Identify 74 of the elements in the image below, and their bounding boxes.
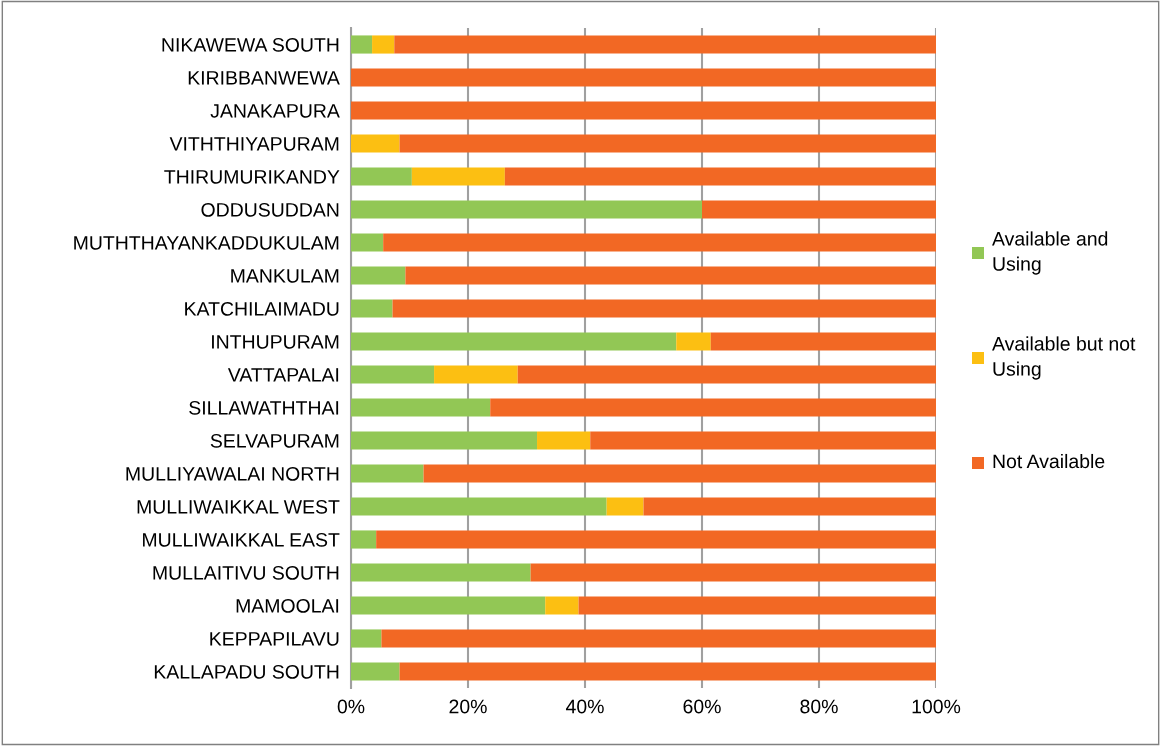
- y-tick-label: MULLAITIVU SOUTH: [153, 565, 339, 580]
- bar: [423, 464, 936, 483]
- y-tick-label: MUTHTHAYANKADDUKULAM: [74, 236, 339, 250]
- x-tick-label: 80%: [800, 699, 838, 714]
- y-tick-label: KATCHILAIMADU: [185, 301, 339, 316]
- bar: [537, 431, 591, 450]
- bar: [590, 431, 936, 450]
- bar: [351, 629, 382, 648]
- bar: [376, 530, 936, 549]
- y-tick-label: MULLIYAWALAI NORTH: [126, 466, 339, 481]
- y-tick-label: ODDUSUDDAN: [201, 202, 339, 217]
- bar: [351, 266, 406, 285]
- bar: [702, 200, 936, 219]
- y-tick-label: VITHTHIYAPURAM: [169, 137, 339, 151]
- bar: [351, 662, 400, 681]
- y-tick-label: NIKAWEWA SOUTH: [162, 37, 339, 52]
- legend-label: Available but not Using: [992, 336, 1136, 380]
- bar: [351, 497, 607, 516]
- bar: [351, 596, 546, 615]
- bar: [351, 365, 435, 384]
- bar: [351, 101, 936, 120]
- bar: [399, 134, 936, 153]
- bar: [411, 167, 505, 186]
- bar: [578, 596, 936, 615]
- y-tick-label: JANAKAPURA: [210, 104, 340, 118]
- bar: [530, 563, 936, 582]
- bar: [710, 332, 936, 351]
- y-tick-label: SELVAPURAM: [210, 433, 339, 448]
- y-tick-label: INTHUPURAM: [212, 335, 339, 349]
- bar: [372, 35, 395, 54]
- bar: [383, 233, 936, 252]
- bar: [545, 596, 579, 615]
- bar: [351, 35, 373, 54]
- x-tick-label: 60%: [683, 699, 721, 714]
- x-tick-label: 40%: [565, 699, 604, 714]
- bar: [517, 365, 936, 384]
- y-tick-label: VATTAPALAI: [227, 368, 339, 382]
- y-tick-label: MULLIWAIKKAL EAST: [143, 532, 340, 547]
- x-tick-label: 20%: [449, 699, 487, 714]
- y-tick-label: MAMOOLAI: [236, 598, 339, 613]
- y-tick-label: MULLIWAIKKAL WEST: [137, 499, 340, 514]
- bar: [381, 629, 936, 648]
- x-tick-label: 0%: [337, 699, 365, 714]
- bar: [399, 662, 936, 681]
- bar: [351, 563, 531, 582]
- y-tick-label: KEPPAPILAVU: [210, 632, 339, 646]
- bar: [351, 233, 384, 252]
- bar: [392, 299, 936, 318]
- bar: [351, 299, 393, 318]
- bar: [351, 332, 677, 351]
- y-tick-label: MANKULAM: [231, 269, 339, 283]
- y-tick-label: KIRIBBANWEWA: [188, 71, 340, 85]
- bar: [351, 464, 424, 483]
- x-tick-label: 100%: [912, 699, 961, 714]
- bar: [351, 431, 538, 450]
- legend-label: Not Available: [993, 453, 1105, 469]
- bar: [606, 497, 644, 516]
- bar: [676, 332, 711, 351]
- bar: [351, 200, 702, 219]
- y-tick-label: THIRUMURIKANDY: [164, 170, 340, 184]
- bar: [434, 365, 518, 384]
- bar: [351, 530, 377, 549]
- bar: [351, 68, 936, 87]
- bar: [643, 497, 936, 516]
- legend-label: Available and Using: [992, 231, 1108, 275]
- bar: [504, 167, 936, 186]
- bar: [490, 398, 936, 417]
- bar: [351, 134, 400, 153]
- y-tick-label: KALLAPADU SOUTH: [154, 664, 339, 679]
- bar: [351, 167, 412, 186]
- bar: [394, 35, 936, 54]
- y-tick-label: SILLAWATHTHAI: [189, 400, 339, 415]
- bar: [351, 398, 491, 417]
- bar: [405, 266, 936, 285]
